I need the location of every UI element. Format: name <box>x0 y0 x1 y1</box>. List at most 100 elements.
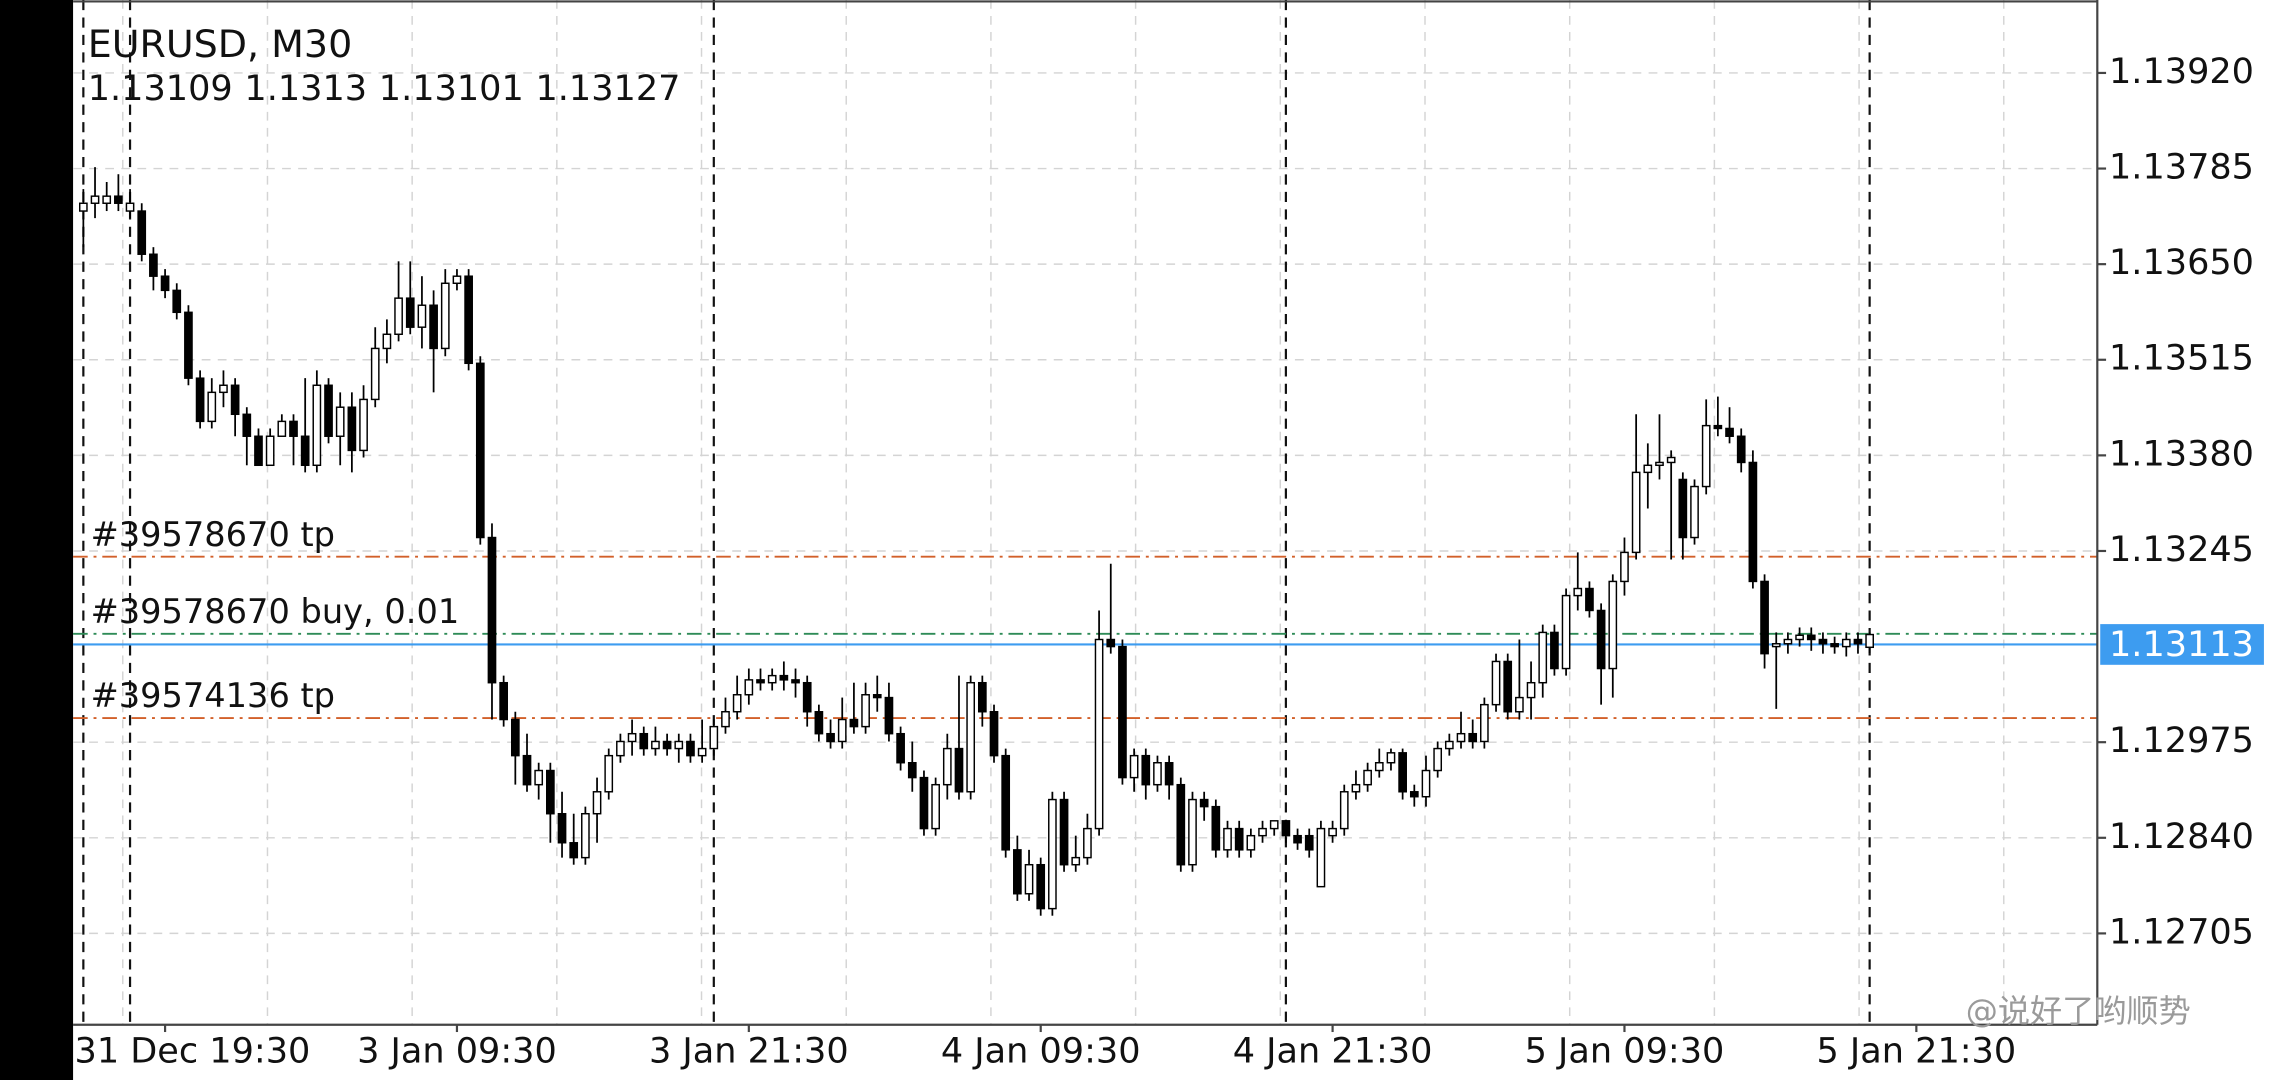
candle-body <box>324 384 333 437</box>
candle-body <box>207 391 217 423</box>
candle-body <box>872 694 882 699</box>
candle-body <box>1526 681 1536 699</box>
candle-body <box>1433 747 1443 772</box>
candle-body <box>954 747 964 793</box>
candle-body <box>1094 638 1104 830</box>
candle-body <box>1725 427 1734 437</box>
candle-body <box>849 718 859 728</box>
candle-body <box>1456 732 1466 743</box>
candle-body <box>172 289 182 314</box>
candle-body <box>1748 461 1758 583</box>
candle-body <box>1596 609 1606 670</box>
candle-body <box>1409 791 1419 798</box>
candle-body <box>662 740 672 750</box>
candle-body <box>1398 752 1407 793</box>
x-tick-label: 3 Jan 09:30 <box>357 1031 557 1071</box>
candle-body <box>592 791 602 815</box>
candle-body <box>1304 834 1314 851</box>
candle-body <box>487 536 497 684</box>
candle-body <box>1550 631 1559 670</box>
x-tick-label: 5 Jan 21:30 <box>1816 1031 2016 1071</box>
candle-body <box>1106 638 1116 648</box>
candle-body <box>651 740 660 750</box>
candle-body <box>1363 769 1372 786</box>
candle-body <box>1141 754 1151 786</box>
watermark: @说好了哟顺势 <box>1966 992 2191 1030</box>
candle-body <box>242 413 252 437</box>
order-label: #39574136 tp <box>91 676 335 715</box>
candle-body <box>581 812 590 859</box>
candle-body <box>1048 798 1057 910</box>
candle-body <box>802 681 812 713</box>
candle-body <box>1421 769 1431 798</box>
candle-body <box>1258 827 1267 837</box>
candle-body <box>1771 643 1781 648</box>
candle-body <box>452 275 462 285</box>
ohlc-value: 1.13127 <box>535 69 680 109</box>
grid <box>73 0 2098 1025</box>
candle-body <box>370 347 380 401</box>
candle-body <box>721 711 730 728</box>
candle-body <box>359 398 368 452</box>
candle-body <box>1024 863 1034 895</box>
candle-body <box>499 681 509 721</box>
candle-body <box>826 732 835 743</box>
candle-body <box>440 282 450 350</box>
candle-body <box>1760 580 1769 655</box>
candle-body <box>861 694 870 728</box>
candle-body <box>195 377 205 423</box>
candle-body <box>627 732 637 743</box>
candle-body <box>1573 587 1583 597</box>
candle-body <box>1841 638 1851 648</box>
candle-body <box>1538 631 1548 684</box>
candle-body <box>1083 827 1092 859</box>
candle-body <box>1666 456 1676 464</box>
candle-body <box>697 747 707 757</box>
candle-body <box>382 333 392 350</box>
candle-body <box>1480 703 1489 743</box>
candle-body <box>149 253 158 277</box>
candle-body <box>184 311 193 379</box>
candle-body <box>756 679 765 684</box>
candle-body <box>907 762 917 779</box>
candle-body <box>1795 634 1804 641</box>
bid-box <box>2100 624 2264 665</box>
x-tick-label: 4 Jan 21:30 <box>1233 1031 1433 1071</box>
candle-body <box>1620 551 1629 583</box>
candle-body <box>102 195 112 204</box>
y-tick-label: 1.13785 <box>2109 148 2254 188</box>
candle-body <box>1001 754 1011 851</box>
order-label: #39578670 tp <box>91 515 335 554</box>
candle-body <box>534 769 544 786</box>
candle-body <box>1176 783 1186 866</box>
candle-body <box>125 202 135 212</box>
ohlc-readout: 1.13109 1.1313 1.13101 1.13127 <box>88 69 681 109</box>
ohlc-value: 1.13109 <box>88 69 233 109</box>
candle-body <box>90 195 100 204</box>
candle-body <box>417 304 427 328</box>
candle-body <box>1643 464 1653 474</box>
y-tick-label: 1.13245 <box>2109 530 2254 570</box>
y-tick-label: 1.13920 <box>2109 52 2254 92</box>
candle-body <box>230 384 240 416</box>
candle-body <box>616 740 625 757</box>
candle-body <box>884 696 894 735</box>
candle-body <box>405 297 415 328</box>
candle-body <box>1129 754 1139 779</box>
candle-body <box>160 275 170 292</box>
candle-body <box>394 297 403 335</box>
candle-body <box>312 384 322 467</box>
candle-body <box>1059 798 1069 866</box>
candle-body <box>79 202 88 212</box>
candle-body <box>604 754 614 793</box>
candle-body <box>1585 587 1594 612</box>
candle-body <box>1701 424 1711 488</box>
candle-body <box>522 754 532 786</box>
candle-body <box>709 725 719 750</box>
candle-body <box>1503 660 1513 713</box>
candle-body <box>919 776 929 830</box>
x-tick-label: 5 Jan 09:30 <box>1525 1031 1725 1071</box>
candle-body <box>1188 798 1197 866</box>
candle-body <box>1246 834 1256 851</box>
candle-body <box>791 679 800 684</box>
